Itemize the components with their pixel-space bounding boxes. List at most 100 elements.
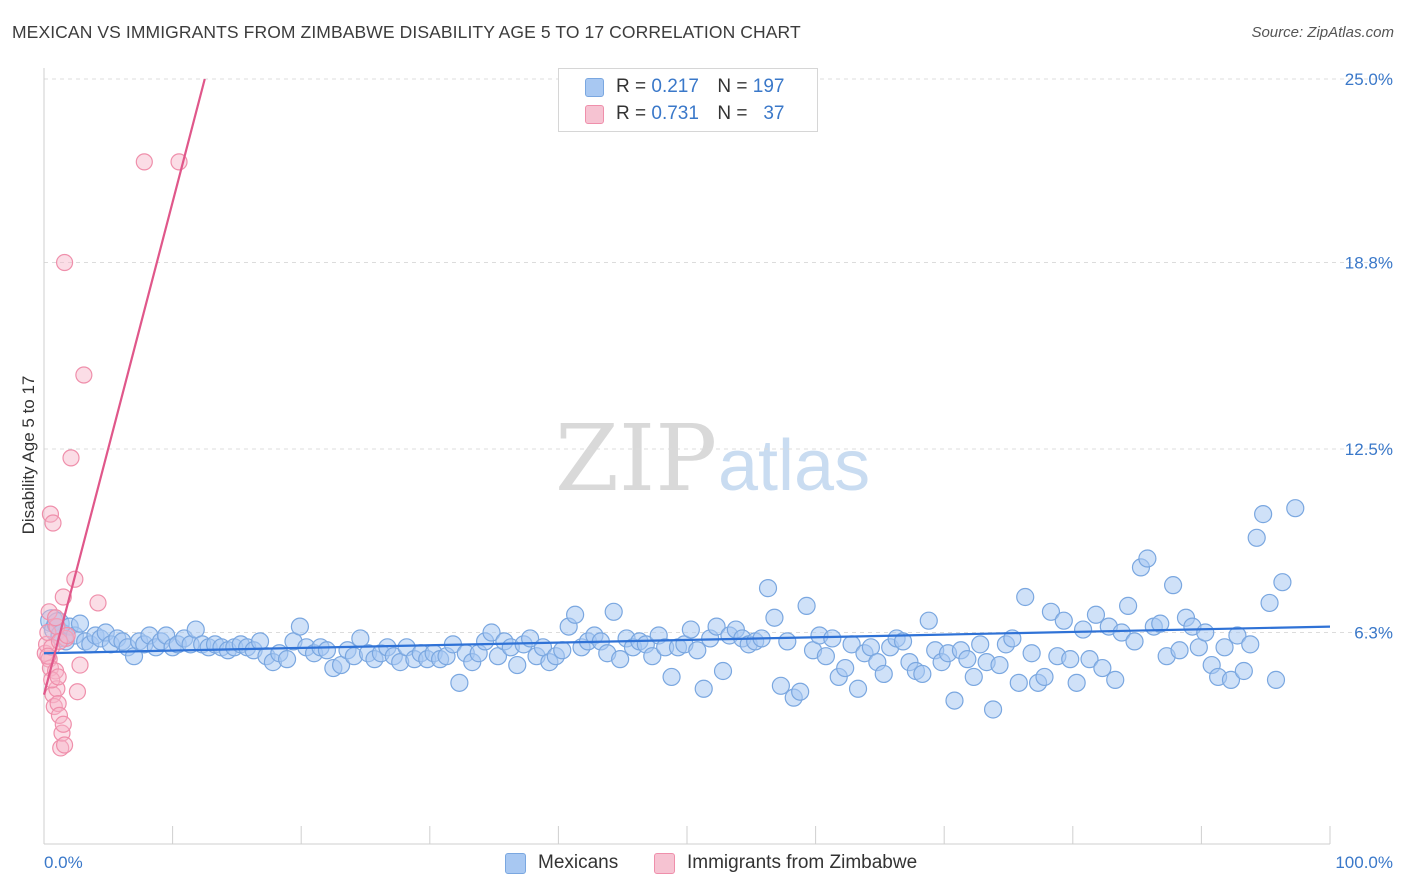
data-point-mexicans xyxy=(1196,623,1215,642)
data-point-mexicans xyxy=(70,614,90,633)
data-point-mexicans xyxy=(1016,587,1035,607)
data-point-mexicans xyxy=(643,647,662,666)
data-point-zimbabwe xyxy=(71,656,89,674)
data-point-mexicans xyxy=(1254,505,1273,524)
data-point-mexicans xyxy=(1247,528,1266,547)
series-mexicans-points xyxy=(40,499,1305,719)
data-point-mexicans xyxy=(1260,593,1279,613)
data-point-mexicans xyxy=(1170,641,1189,660)
bottom-legend-label: Immigrants from Zimbabwe xyxy=(687,852,918,873)
data-point-mexicans xyxy=(1035,667,1054,687)
data-point-mexicans xyxy=(771,676,790,695)
legend-n-value: 37 xyxy=(763,103,785,124)
legend-r-value: 0.217 xyxy=(651,76,699,97)
data-point-mexicans xyxy=(317,641,337,660)
data-point-mexicans xyxy=(1009,673,1028,692)
y-axis-title: Disability Age 5 to 17 xyxy=(19,376,38,535)
y-tick-label: 25.0% xyxy=(1345,70,1393,89)
data-point-mexicans xyxy=(566,605,585,624)
legend-n-label: N = xyxy=(717,103,748,124)
data-point-mexicans xyxy=(958,650,977,669)
data-point-mexicans xyxy=(1151,614,1170,633)
data-point-zimbabwe xyxy=(68,683,87,701)
data-point-zimbabwe xyxy=(40,603,58,621)
data-point-mexicans xyxy=(913,664,932,684)
data-point-mexicans xyxy=(508,655,527,675)
data-point-mexicans xyxy=(964,667,983,687)
data-point-mexicans xyxy=(1286,499,1305,518)
data-point-mexicans xyxy=(1080,650,1099,669)
data-point-mexicans xyxy=(688,641,707,660)
data-point-mexicans xyxy=(1234,661,1253,681)
data-point-mexicans xyxy=(919,611,938,630)
data-point-mexicans xyxy=(990,655,1009,675)
data-point-zimbabwe xyxy=(55,736,74,754)
legend-n-value: 197 xyxy=(752,76,785,97)
data-point-mexicans xyxy=(1228,626,1247,645)
data-point-mexicans xyxy=(1215,638,1234,657)
legend: R = 0.217 N = 197 R = 0.731 N = 37 xyxy=(558,68,818,132)
data-point-mexicans xyxy=(778,632,797,651)
x-tick-label: 0.0% xyxy=(44,853,83,872)
data-point-mexicans xyxy=(1118,596,1138,615)
data-point-zimbabwe xyxy=(54,588,72,606)
watermark-atlas: atlas xyxy=(718,426,870,506)
legend-swatch-pink xyxy=(585,104,604,124)
data-point-zimbabwe xyxy=(49,668,67,686)
data-point-mexicans xyxy=(662,667,681,687)
data-point-mexicans xyxy=(983,700,1003,719)
watermark: ZIP atlas xyxy=(555,405,870,512)
data-point-mexicans xyxy=(893,632,913,651)
legend-r-label: R = xyxy=(616,76,647,97)
data-point-mexicans xyxy=(823,629,842,648)
data-point-mexicans xyxy=(1022,644,1041,663)
legend-row-mexicans: R = 0.217 N = 197 xyxy=(585,75,784,99)
trend-lines xyxy=(42,78,1331,695)
y-tick-label: 12.5% xyxy=(1345,440,1393,459)
data-point-mexicans xyxy=(1093,658,1112,678)
data-point-mexicans xyxy=(758,579,778,598)
data-point-mexicans xyxy=(1241,635,1260,654)
data-point-mexicans xyxy=(694,679,713,698)
bottom-legend-swatch-pink xyxy=(654,852,675,874)
trend-line-zimbabwe xyxy=(42,78,206,695)
source-label: Source: ZipAtlas.com xyxy=(1251,24,1394,41)
bottom-legend-mexicans: Mexicans xyxy=(505,852,618,874)
legend-r-value: 0.731 xyxy=(651,103,699,124)
data-point-mexicans xyxy=(797,596,816,615)
data-point-zimbabwe xyxy=(135,153,153,171)
grid-lines xyxy=(44,78,1394,634)
data-point-mexicans xyxy=(450,673,469,692)
legend-r-label: R = xyxy=(616,103,647,124)
data-point-mexicans xyxy=(277,650,297,669)
legend-n-label: N = xyxy=(717,76,748,97)
data-point-zimbabwe xyxy=(46,609,65,627)
data-point-mexicans xyxy=(1221,670,1241,689)
data-point-mexicans xyxy=(713,661,733,681)
data-point-zimbabwe xyxy=(55,253,74,272)
data-point-mexicans xyxy=(1054,611,1073,630)
data-point-mexicans xyxy=(1067,673,1086,692)
data-point-mexicans xyxy=(1041,602,1061,621)
legend-swatch-blue xyxy=(585,77,604,97)
data-point-mexicans xyxy=(604,602,623,621)
series-zimbabwe-points xyxy=(36,153,188,757)
axes xyxy=(43,68,1331,845)
data-point-mexicans xyxy=(290,617,310,636)
data-point-mexicans xyxy=(1164,576,1183,595)
data-point-mexicans xyxy=(681,620,700,639)
data-point-mexicans xyxy=(816,647,835,666)
chart-title: MEXICAN VS IMMIGRANTS FROM ZIMBABWE DISA… xyxy=(12,22,801,42)
bottom-legend-zimbabwe: Immigrants from Zimbabwe xyxy=(654,852,917,874)
data-point-mexicans xyxy=(1061,650,1080,669)
data-point-zimbabwe xyxy=(54,715,72,733)
data-point-mexicans xyxy=(1112,623,1131,642)
bottom-legend-swatch-blue xyxy=(505,852,526,874)
data-point-mexicans xyxy=(945,691,964,710)
data-point-zimbabwe xyxy=(62,449,80,467)
y-tick-label: 6.3% xyxy=(1354,624,1393,643)
bottom-legend-label: Mexicans xyxy=(538,852,619,873)
data-point-zimbabwe xyxy=(89,594,107,612)
data-point-mexicans xyxy=(1273,573,1292,592)
